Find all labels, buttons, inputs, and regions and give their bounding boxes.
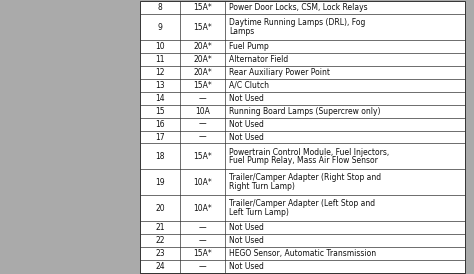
Text: Right Turn Lamp): Right Turn Lamp) — [229, 182, 295, 191]
Text: Left Turn Lamp): Left Turn Lamp) — [229, 208, 289, 217]
Text: 20A*: 20A* — [193, 55, 212, 64]
Text: 16: 16 — [155, 119, 165, 129]
Text: Not Used: Not Used — [229, 119, 264, 129]
Text: Running Board Lamps (Supercrew only): Running Board Lamps (Supercrew only) — [229, 107, 381, 116]
Text: 15A*: 15A* — [193, 249, 212, 258]
Text: 20A*: 20A* — [193, 68, 212, 77]
Text: Not Used: Not Used — [229, 262, 264, 271]
Text: 14: 14 — [155, 94, 165, 103]
Text: 18: 18 — [155, 152, 165, 161]
Text: Daytime Running Lamps (DRL), Fog: Daytime Running Lamps (DRL), Fog — [229, 18, 365, 27]
Text: —: — — [199, 94, 207, 103]
Text: —: — — [199, 262, 207, 271]
Text: 13: 13 — [155, 81, 165, 90]
Text: 9: 9 — [157, 23, 163, 32]
Text: Powertrain Control Module, Fuel Injectors,: Powertrain Control Module, Fuel Injector… — [229, 148, 389, 156]
Text: 22: 22 — [155, 236, 165, 245]
Text: Rear Auxiliary Power Point: Rear Auxiliary Power Point — [229, 68, 330, 77]
Text: Alternator Field: Alternator Field — [229, 55, 288, 64]
Text: 10A*: 10A* — [193, 178, 212, 187]
Text: —: — — [199, 223, 207, 232]
Text: —: — — [199, 236, 207, 245]
Text: Not Used: Not Used — [229, 133, 264, 141]
Text: HEGO Sensor, Automatic Transmission: HEGO Sensor, Automatic Transmission — [229, 249, 376, 258]
Text: 20A*: 20A* — [193, 42, 212, 51]
Text: 17: 17 — [155, 133, 165, 141]
Text: 15A*: 15A* — [193, 23, 212, 32]
Text: Fuel Pump: Fuel Pump — [229, 42, 269, 51]
Text: 15A*: 15A* — [193, 81, 212, 90]
Text: 24: 24 — [155, 262, 165, 271]
Text: 15A*: 15A* — [193, 152, 212, 161]
Bar — [140, 1, 465, 273]
Text: 12: 12 — [155, 68, 165, 77]
Text: Not Used: Not Used — [229, 236, 264, 245]
Text: 10: 10 — [155, 42, 165, 51]
Text: 11: 11 — [155, 55, 165, 64]
Text: Lamps: Lamps — [229, 27, 254, 36]
Text: Not Used: Not Used — [229, 223, 264, 232]
Text: 10A*: 10A* — [193, 204, 212, 213]
Text: Trailer/Camper Adapter (Right Stop and: Trailer/Camper Adapter (Right Stop and — [229, 173, 381, 182]
Text: 23: 23 — [155, 249, 165, 258]
Text: A/C Clutch: A/C Clutch — [229, 81, 269, 90]
Text: Power Door Locks, CSM, Lock Relays: Power Door Locks, CSM, Lock Relays — [229, 3, 367, 12]
Text: 19: 19 — [155, 178, 165, 187]
Text: Fuel Pump Relay, Mass Air Flow Sensor: Fuel Pump Relay, Mass Air Flow Sensor — [229, 156, 378, 165]
Text: 8: 8 — [157, 3, 163, 12]
Text: 15: 15 — [155, 107, 165, 116]
Text: Not Used: Not Used — [229, 94, 264, 103]
Text: 20: 20 — [155, 204, 165, 213]
Text: 15A*: 15A* — [193, 3, 212, 12]
Text: 21: 21 — [155, 223, 165, 232]
Text: —: — — [199, 133, 207, 141]
Text: Trailer/Camper Adapter (Left Stop and: Trailer/Camper Adapter (Left Stop and — [229, 199, 375, 208]
Text: —: — — [199, 119, 207, 129]
Text: 10A: 10A — [195, 107, 210, 116]
